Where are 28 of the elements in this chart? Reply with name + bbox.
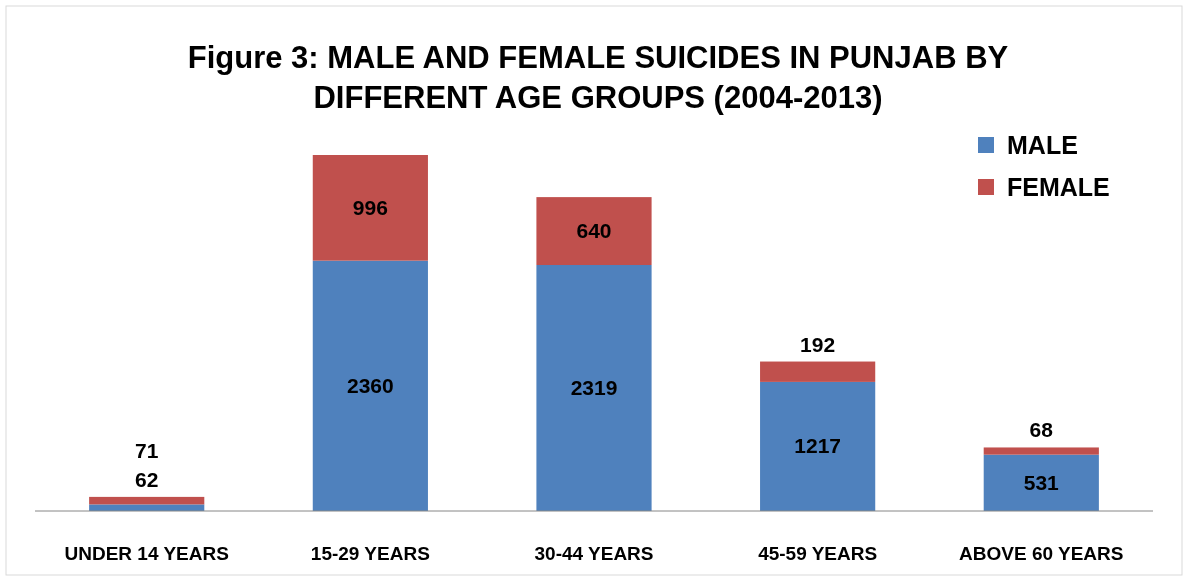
data-label: 68	[1029, 418, 1054, 442]
bar	[89, 496, 205, 505]
data-label: 640	[576, 219, 612, 243]
x-tick-label: 15-29 YEARS	[310, 543, 430, 564]
x-tick-label: ABOVE 60 YEARS	[959, 543, 1124, 564]
data-label: 2319	[570, 376, 618, 399]
bar	[89, 504, 205, 511]
data-label: 531	[1023, 470, 1060, 494]
bar	[760, 381, 876, 511]
data-label: 996	[352, 195, 388, 219]
bar	[760, 361, 876, 382]
bar	[983, 447, 1099, 455]
legend-label: FEMALE	[1007, 173, 1110, 201]
x-tick-label: 30-44 YEARS	[534, 543, 654, 564]
bar	[536, 265, 652, 511]
data-label: 71	[135, 438, 159, 462]
chart-title: Figure 3: MALE AND FEMALE SUICIDES IN PUNJAB BY DIFFERENT AGE GROUPS (2004-2013)	[187, 40, 1009, 115]
x-tick-label: UNDER 14 YEARS	[64, 543, 229, 564]
bar	[536, 197, 652, 265]
legend-label: MALE	[1007, 131, 1078, 159]
x-tick-label: 45-59 YEARS	[758, 543, 878, 564]
bar	[312, 260, 428, 511]
data-label: 62	[135, 467, 159, 491]
data-label: 1217	[794, 434, 841, 458]
data-label: 192	[800, 332, 836, 356]
bar	[312, 155, 428, 261]
data-label: 2360	[347, 373, 394, 397]
bar	[983, 454, 1099, 511]
